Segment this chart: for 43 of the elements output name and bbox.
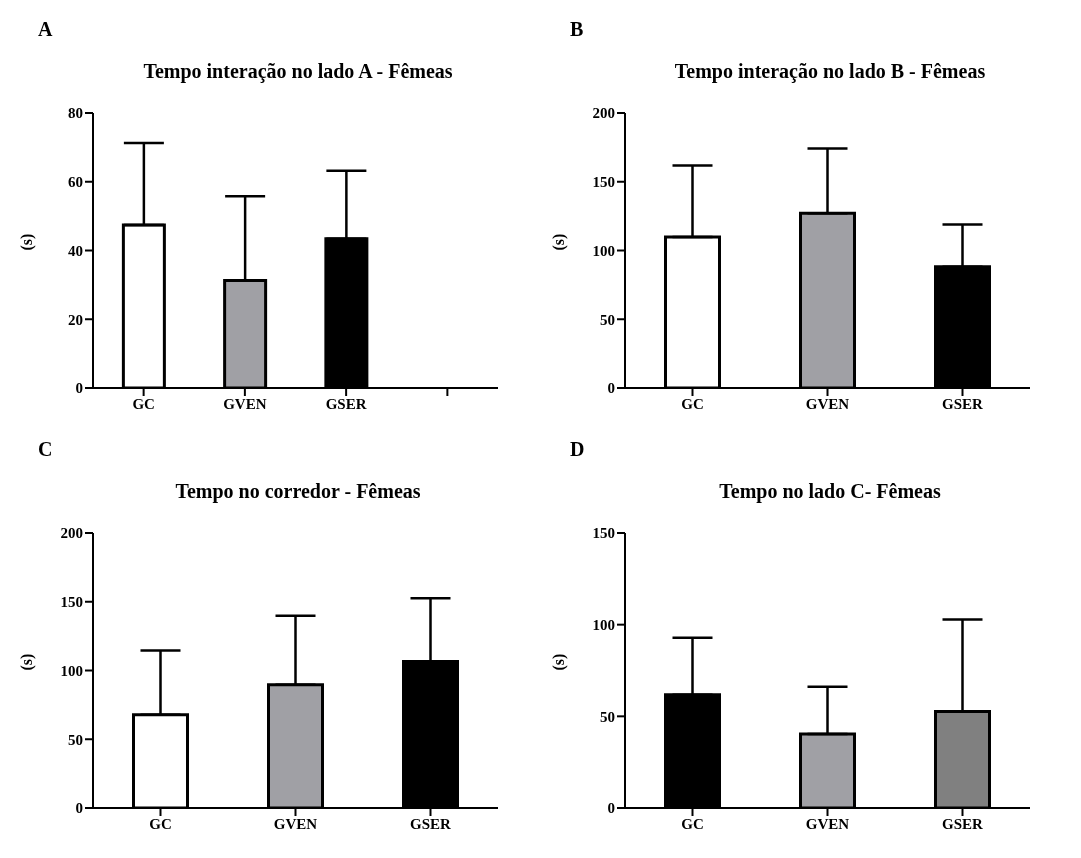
y-axis-title: (s): [17, 233, 36, 251]
text: B: [570, 18, 584, 41]
y-tick-label: 0: [607, 380, 615, 397]
x-tick-label: GC: [681, 815, 704, 832]
x-tick-label: GC: [132, 395, 155, 412]
y-tick-label: 50: [600, 311, 615, 328]
y-tick-label: 100: [60, 662, 83, 679]
y-tick-label: 200: [592, 105, 615, 122]
y-tick-label: 80: [68, 105, 83, 122]
x-tick-label: GSER: [410, 815, 452, 832]
y-tick-label: 0: [75, 800, 83, 817]
x-tick-label: GSER: [942, 815, 984, 832]
y-axis-title: (s): [549, 653, 568, 671]
chart-title: Tempo no corredor - Fêmeas: [174, 480, 422, 503]
y-tick-label: 100: [592, 242, 615, 259]
text: A: [38, 18, 53, 41]
x-tick-label: GSER: [942, 395, 984, 412]
x-tick-label: GVEN: [273, 815, 318, 832]
text: C: [38, 438, 53, 461]
x-tick-label: GC: [149, 815, 172, 832]
chart-title: Tempo interação no lado A - Fêmeas: [142, 60, 454, 83]
y-tick-label: 50: [600, 708, 615, 725]
y-tick-label: 40: [68, 242, 83, 259]
y-tick-label: 20: [68, 311, 83, 328]
chart-title: Tempo no lado C- Fêmeas: [718, 480, 942, 503]
y-tick-label: 0: [607, 800, 615, 817]
y-tick-label: 100: [592, 616, 615, 633]
x-tick-label: GSER: [325, 395, 367, 412]
x-tick-label: GVEN: [805, 395, 850, 412]
y-tick-label: 200: [60, 525, 83, 542]
x-tick-label: GVEN: [805, 815, 850, 832]
y-axis-title: (s): [17, 653, 36, 671]
x-tick-label: GC: [681, 395, 704, 412]
text: D: [570, 438, 585, 461]
y-tick-label: 150: [592, 525, 615, 542]
x-tick-label: GVEN: [223, 395, 267, 412]
y-tick-label: 150: [60, 594, 83, 611]
y-tick-label: 50: [68, 731, 83, 748]
chart-title: Tempo interação no lado B - Fêmeas: [673, 60, 987, 83]
y-tick-label: 150: [592, 174, 615, 191]
y-axis-title: (s): [549, 233, 568, 251]
y-tick-label: 0: [75, 380, 83, 397]
y-tick-label: 60: [68, 174, 83, 191]
